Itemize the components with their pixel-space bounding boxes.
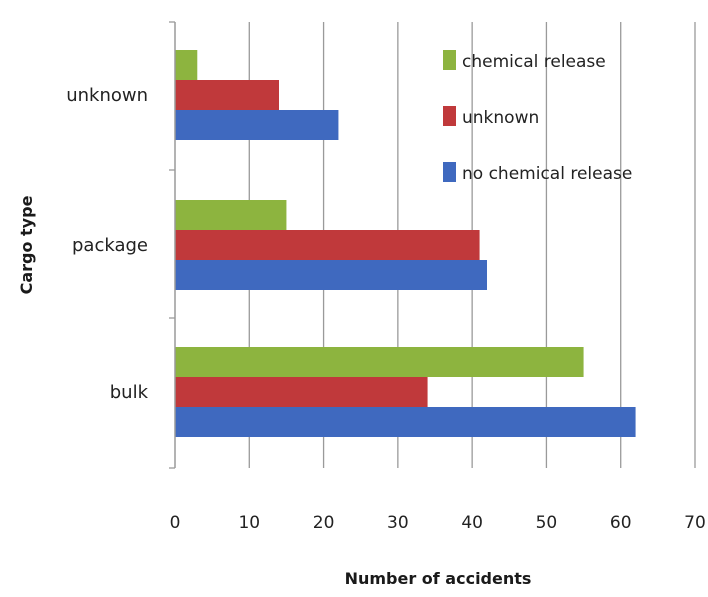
legend-label: chemical release	[462, 52, 606, 72]
x-tick-label: 60	[610, 513, 632, 533]
x-tick-label: 50	[536, 513, 558, 533]
x-tick-labels: 0 10 20 30 40 50 60 70	[170, 513, 706, 533]
bar-bulk-chemical-release	[175, 347, 584, 377]
bar-unknown-no-chemical-release	[175, 110, 339, 140]
category-label: bulk	[110, 382, 149, 403]
x-tick-label: 70	[684, 513, 706, 533]
y-axis-ticks	[169, 21, 175, 469]
bar-package-no-chemical-release	[175, 260, 487, 290]
bar-package-unknown	[175, 230, 480, 260]
x-tick-label: 40	[461, 513, 483, 533]
category-label: unknown	[66, 85, 148, 106]
bar-package-chemical-release	[175, 200, 287, 230]
category-labels: unknown package bulk	[66, 85, 148, 403]
bar-unknown-unknown	[175, 80, 279, 110]
legend-label: no chemical release	[462, 164, 632, 184]
legend-swatch	[443, 162, 456, 182]
bars	[175, 50, 636, 437]
legend-swatch	[443, 106, 456, 126]
y-axis-title: Cargo type	[17, 195, 36, 294]
legend-label: unknown	[462, 108, 539, 128]
x-axis-title: Number of accidents	[345, 569, 532, 588]
bar-bulk-unknown	[175, 377, 428, 407]
x-tick-label: 30	[387, 513, 409, 533]
bar-unknown-chemical-release	[175, 50, 198, 80]
x-tick-label: 20	[313, 513, 335, 533]
x-tick-label: 10	[238, 513, 260, 533]
x-tick-label: 0	[170, 513, 181, 533]
legend: chemical release unknown no chemical relea…	[443, 50, 632, 184]
bar-bulk-no-chemical-release	[175, 407, 636, 437]
category-label: package	[72, 235, 148, 256]
legend-swatch	[443, 50, 456, 70]
